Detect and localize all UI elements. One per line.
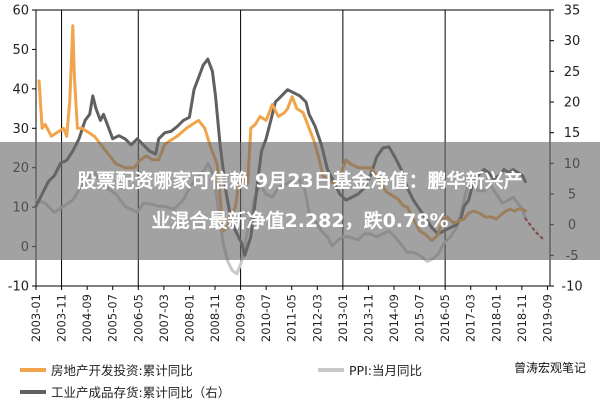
legend-item-inventory: 工业产成品存货:累计同比（右） — [20, 382, 230, 401]
x-tick-label: 2008-11 — [208, 294, 222, 342]
x-tick-label: 2010-07 — [259, 294, 273, 342]
x-tick-label: 2016-05 — [438, 294, 452, 342]
x-tick-label: 2011-05 — [285, 294, 299, 342]
x-tick-label: 2009-09 — [234, 294, 248, 342]
x-tick-label: 2012-03 — [310, 294, 324, 342]
x-tick-label: 2008-01 — [182, 294, 196, 342]
x-tick-label: 2014-09 — [387, 294, 401, 342]
x-tick-label: 2007-03 — [157, 294, 171, 342]
x-tick-label: 2013-11 — [361, 294, 375, 342]
headline-banner: 股票配资哪家可信赖 9月23日基金净值：鹏华新兴产 业混合最新净值2.282，跌… — [0, 142, 600, 260]
y-right-tick-label: 35 — [564, 4, 581, 19]
legend-label-inventory: 工业产成品存货:累计同比（右） — [51, 385, 231, 400]
x-tick-label: 2017-03 — [464, 294, 478, 342]
y-left-tick-label: 50 — [12, 43, 29, 58]
headline-line-1: 股票配资哪家可信赖 9月23日基金净值：鹏华新兴产 — [77, 170, 523, 192]
x-tick-label: 2003-01 — [29, 294, 43, 342]
x-tick-label: 2018-01 — [489, 294, 503, 342]
legend-swatch-ppi — [318, 367, 344, 372]
x-tick-label: 2019-09 — [540, 294, 554, 342]
x-tick-label: 2006-05 — [131, 294, 145, 342]
y-left-tick-label: 60 — [12, 4, 29, 19]
y-right-tick-label: 20 — [564, 96, 581, 111]
y-left-tick-label: 40 — [12, 82, 29, 97]
x-tick-label: 2004-09 — [80, 294, 94, 342]
legend-item-ppi: PPI:当月同比 — [318, 360, 422, 379]
legend-swatch-real-estate — [20, 367, 46, 372]
x-tick-label: 2003-11 — [55, 294, 69, 342]
x-tick-label: 2005-07 — [106, 294, 120, 342]
y-right-tick-label: 15 — [564, 126, 581, 141]
x-tick-label: 2018-11 — [515, 294, 529, 342]
x-tick-label: 2015-07 — [413, 294, 427, 342]
watermark-text: 曾涛宏观笔记 — [513, 361, 586, 375]
legend-swatch-inventory — [20, 389, 46, 394]
y-left-tick-label: -10 — [8, 280, 29, 295]
x-tick-label: 2013-01 — [336, 294, 350, 342]
y-right-tick-label: 30 — [564, 34, 581, 49]
y-left-tick-label: 30 — [12, 122, 29, 137]
legend-label-real-estate: 房地产开发投资:累计同比 — [51, 363, 193, 378]
y-right-tick-label: 25 — [564, 65, 581, 80]
y-right-tick-label: -10 — [561, 280, 582, 295]
chart-legend: 房地产开发投资:累计同比 工业产成品存货:累计同比（右） PPI:当月同比 — [0, 352, 600, 400]
legend-label-ppi: PPI:当月同比 — [349, 363, 422, 378]
watermark: 曾涛宏观笔记 — [514, 359, 586, 376]
legend-item-real-estate: 房地产开发投资:累计同比 — [20, 360, 193, 379]
headline-line-2: 业混合最新净值2.282，跌0.78% — [151, 210, 449, 232]
